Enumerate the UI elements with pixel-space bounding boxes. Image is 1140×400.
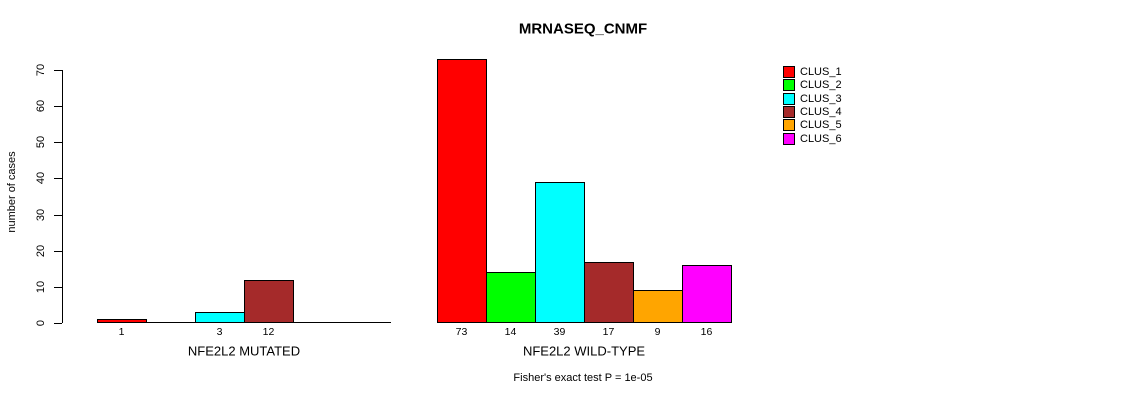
bar-clus_1-group1	[97, 319, 147, 323]
bar-clus_4-group1	[244, 280, 294, 323]
y-tick-mark	[54, 251, 62, 252]
y-tick-label: 70	[35, 63, 47, 77]
bar-clus_3-group2	[535, 182, 585, 323]
y-tick-mark	[54, 70, 62, 71]
y-tick-label: 20	[35, 244, 47, 258]
legend-label: CLUS_2	[800, 79, 842, 91]
bar-value-label: 14	[504, 326, 517, 338]
bar-clus_5-group2	[633, 290, 683, 323]
y-tick-mark	[54, 142, 62, 143]
bar-value-label: 9	[654, 326, 661, 338]
legend-swatch-icon	[783, 79, 795, 91]
bar-clus_6-group2	[682, 265, 732, 323]
y-tick-label: 60	[35, 99, 47, 113]
y-tick-label: 40	[35, 171, 47, 185]
y-tick-mark	[54, 215, 62, 216]
legend-swatch-icon	[783, 66, 795, 78]
bar-clus_4-group2	[584, 262, 634, 323]
group-label-2: NFE2L2 WILD-TYPE	[522, 343, 646, 359]
bar-clus_1-group2	[437, 59, 487, 323]
legend-label: CLUS_6	[800, 133, 842, 145]
bar-value-label: 17	[602, 326, 615, 338]
y-tick-mark	[54, 106, 62, 107]
bar-clus_2-group2	[486, 272, 536, 323]
bar-clus_3-group1	[195, 312, 245, 323]
legend-swatch-icon	[783, 93, 795, 105]
y-tick-mark	[54, 287, 62, 288]
y-tick-label: 50	[35, 135, 47, 149]
y-tick-label: 30	[35, 208, 47, 222]
y-tick-mark	[54, 178, 62, 179]
y-axis-line	[62, 70, 63, 323]
legend-label: CLUS_4	[800, 106, 842, 118]
bar-value-label: 1	[118, 326, 125, 338]
legend-label: CLUS_3	[800, 93, 842, 105]
y-axis-title: number of cases	[6, 151, 18, 233]
group-label-1: NFE2L2 MUTATED	[187, 343, 301, 359]
legend-label: CLUS_5	[800, 119, 842, 131]
y-tick-label: 0	[35, 319, 47, 327]
bar-value-label: 39	[553, 326, 566, 338]
bar-value-label: 12	[262, 326, 275, 338]
y-tick-mark	[54, 323, 62, 324]
legend-swatch-icon	[783, 106, 795, 118]
legend-swatch-icon	[783, 133, 795, 145]
legend-swatch-icon	[783, 119, 795, 131]
y-tick-label: 10	[35, 280, 47, 294]
bar-value-label: 3	[216, 326, 223, 338]
bar-value-label: 16	[700, 326, 713, 338]
legend-label: CLUS_1	[800, 66, 842, 78]
bar-value-label: 73	[455, 326, 468, 338]
fisher-test-annotation: Fisher's exact test P = 1e-05	[513, 372, 653, 384]
chart-title: MRNASEQ_CNMF	[518, 20, 648, 38]
